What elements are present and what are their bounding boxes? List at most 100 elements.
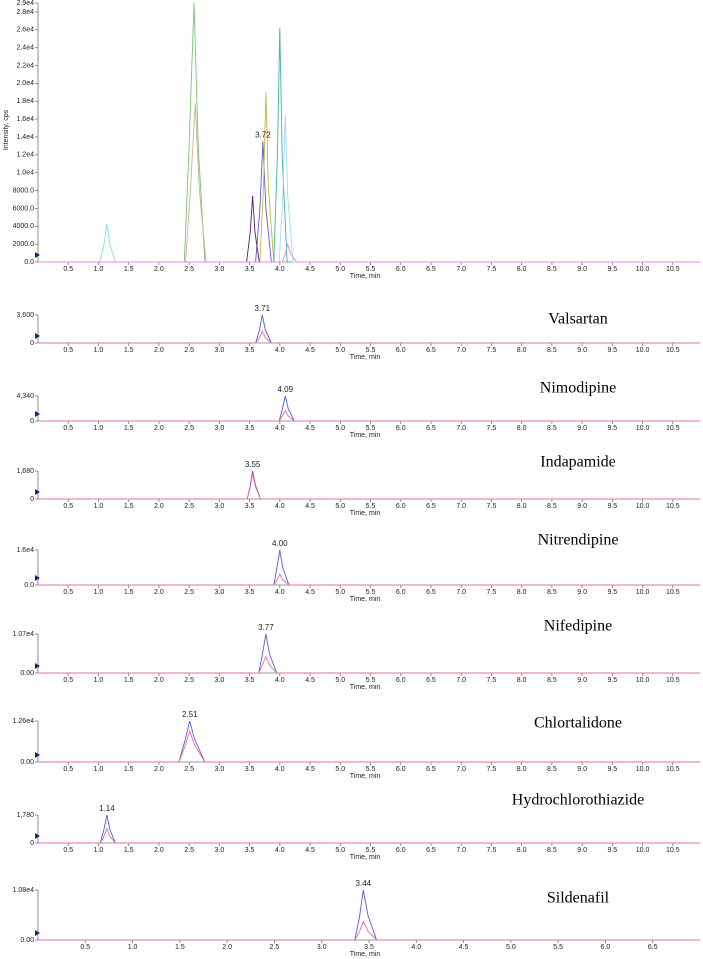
x-tick-label: 3.5: [245, 589, 255, 596]
x-tick-label: 5.0: [335, 677, 345, 684]
trace: [38, 92, 700, 263]
x-tick-label: 3.0: [317, 944, 327, 951]
x-tick-label: 8.5: [547, 503, 557, 510]
y-tick-label: 6000.0: [13, 205, 35, 212]
y-axis-label: Intensity, cps: [3, 109, 10, 150]
x-tick-label: 4.5: [305, 266, 315, 273]
trace: [38, 549, 700, 586]
x-tick-label: 7.5: [487, 766, 497, 773]
x-tick-label: 4.5: [305, 589, 315, 596]
x-tick-label: 1.0: [94, 266, 104, 273]
y-tick-label: 1.07e4: [13, 631, 35, 638]
x-tick-label: 0.5: [63, 503, 73, 510]
x-tick-label: 7.5: [487, 847, 497, 854]
x-tick-label: 10.0: [636, 766, 650, 773]
x-tick-label: 10.5: [666, 589, 680, 596]
x-tick-label: 5.0: [335, 589, 345, 596]
y-tick-label: 2.8e4: [16, 9, 34, 16]
x-tick-label: 6.5: [426, 677, 436, 684]
x-tick-label: 1.0: [94, 847, 104, 854]
x-tick-label: 3.5: [364, 944, 374, 951]
x-tick-label: 2.5: [270, 944, 280, 951]
x-tick-label: 4.0: [411, 944, 421, 951]
x-tick-label: 6.0: [396, 847, 406, 854]
x-tick-label: 3.5: [245, 766, 255, 773]
x-tick-label: 4.0: [275, 766, 285, 773]
trace: [38, 409, 700, 422]
x-tick-label: 5.0: [335, 425, 345, 432]
x-axis-label: Time, min: [350, 273, 381, 280]
compound-name: Valsartan: [548, 311, 608, 328]
y-tick-label: 1.6e4: [16, 116, 34, 123]
x-tick-label: 5.5: [366, 847, 376, 854]
x-tick-label: 8.0: [517, 503, 527, 510]
x-tick-label: 6.0: [601, 944, 611, 951]
x-tick-label: 7.5: [487, 677, 497, 684]
x-tick-label: 2.0: [154, 347, 164, 354]
x-tick-label: 1.0: [94, 589, 104, 596]
x-tick-label: 9.0: [577, 847, 587, 854]
x-tick-label: 5.0: [506, 944, 516, 951]
x-tick-label: 0.5: [63, 425, 73, 432]
peak-label: 3.72: [255, 131, 271, 140]
y-tick-label: 1.8e4: [16, 98, 34, 105]
x-tick-label: 8.5: [547, 347, 557, 354]
x-tick-label: 9.5: [607, 589, 617, 596]
x-tick-label: 6.5: [426, 847, 436, 854]
x-tick-label: 6.0: [396, 347, 406, 354]
x-tick-label: 4.0: [275, 266, 285, 273]
peak-label: 3.71: [255, 304, 271, 313]
x-tick-label: 3.5: [245, 347, 255, 354]
x-tick-label: 9.0: [577, 589, 587, 596]
trace: [38, 633, 700, 674]
trace: [38, 114, 700, 263]
x-tick-label: 9.5: [607, 266, 617, 273]
trace: [38, 195, 700, 263]
y-tick-label: 0: [30, 340, 34, 347]
marker: [35, 333, 40, 339]
y-tick-label: 0.00: [20, 937, 34, 944]
y-tick-label: 0: [30, 418, 34, 425]
x-tick-label: 0.5: [80, 944, 90, 951]
x-tick-label: 8.5: [547, 425, 557, 432]
x-tick-label: 3.5: [245, 266, 255, 273]
trace: [38, 827, 700, 844]
trace: [38, 920, 700, 941]
x-tick-label: 8.5: [547, 847, 557, 854]
x-tick-label: 5.0: [335, 347, 345, 354]
x-axis-label: Time, min: [350, 951, 381, 958]
x-tick-label: 10.5: [666, 503, 680, 510]
x-tick-label: 9.5: [607, 503, 617, 510]
x-tick-label: 9.0: [577, 425, 587, 432]
x-tick-label: 1.5: [124, 677, 134, 684]
marker: [35, 489, 40, 495]
trace: [38, 223, 700, 263]
y-tick-label: 3,600: [16, 312, 34, 319]
marker: [35, 752, 40, 758]
x-tick-label: 4.0: [275, 503, 285, 510]
peak-label: 4.09: [277, 385, 293, 394]
x-tick-label: 4.5: [459, 944, 469, 951]
x-tick-label: 7.5: [487, 503, 497, 510]
x-tick-label: 5.0: [335, 766, 345, 773]
x-tick-label: 10.0: [636, 503, 650, 510]
x-tick-label: 7.0: [456, 347, 466, 354]
x-tick-label: 1.0: [94, 766, 104, 773]
x-tick-label: 10.0: [636, 347, 650, 354]
x-tick-label: 2.0: [154, 266, 164, 273]
y-tick-label: 2.6e4: [16, 27, 34, 34]
x-tick-label: 3.0: [215, 589, 225, 596]
marker: [35, 252, 40, 258]
x-tick-label: 10.5: [666, 266, 680, 273]
trace: [38, 27, 700, 263]
x-tick-label: 2.0: [154, 766, 164, 773]
x-tick-label: 6.0: [396, 425, 406, 432]
y-tick-label: 2.0e4: [16, 80, 34, 87]
x-tick-label: 3.5: [245, 847, 255, 854]
x-tick-label: 0.5: [63, 266, 73, 273]
x-tick-label: 6.0: [396, 503, 406, 510]
trace: [38, 655, 700, 674]
trace: [38, 729, 700, 763]
x-tick-label: 4.5: [305, 503, 315, 510]
x-tick-label: 10.0: [636, 677, 650, 684]
